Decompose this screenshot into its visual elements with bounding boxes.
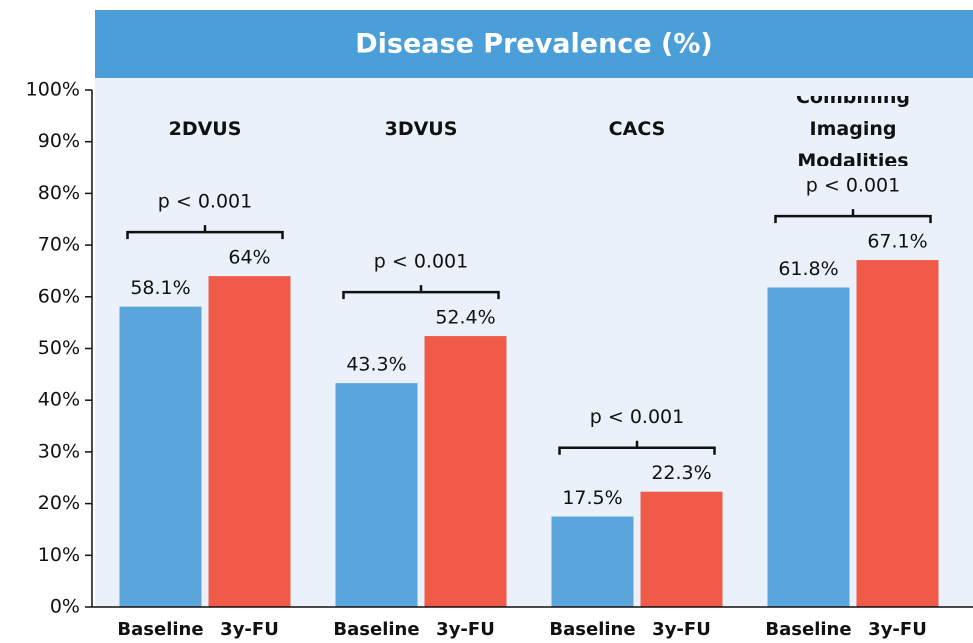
y-tick-label: 0% [50, 596, 80, 618]
y-tick-label: 10% [38, 544, 80, 566]
title-banner [95, 10, 973, 78]
bracket [126, 225, 284, 240]
x-tick-label: 3y-FU [436, 619, 495, 640]
bracket [774, 209, 932, 224]
x-tick-label: Baseline [549, 619, 635, 640]
value-label: 67.1% [867, 231, 927, 253]
category-label-box: 3DVUS [311, 96, 531, 162]
category-label-wrap: 3DVUS [311, 96, 531, 162]
x-tick-label: Baseline [333, 619, 419, 640]
category-label: 2DVUS [168, 118, 242, 140]
bar [424, 336, 507, 607]
chart-title: Disease Prevalence (%) [355, 29, 713, 60]
annotation: p < 0.001 [374, 251, 468, 273]
x-tick-label: Baseline [765, 619, 851, 640]
category-label-box: Combining Imaging Modalities [743, 96, 963, 166]
value-label: 52.4% [435, 307, 495, 329]
value-label: 22.3% [651, 462, 711, 484]
y-tick-label: 20% [38, 492, 80, 514]
y-tick-label: 40% [38, 389, 80, 411]
bar [119, 306, 202, 607]
value-label: 58.1% [130, 277, 190, 299]
annotation: p < 0.001 [590, 406, 684, 428]
value-label: 17.5% [562, 487, 622, 509]
bar [335, 383, 418, 607]
category-label-box: CACS [527, 96, 747, 162]
category-label: Combining Imaging Modalities [795, 96, 911, 166]
bar [856, 260, 939, 607]
category-label: 3DVUS [384, 118, 458, 140]
y-tick-label: 30% [38, 440, 80, 462]
bar [551, 516, 634, 607]
bar [767, 287, 850, 607]
bar [208, 276, 291, 607]
y-tick-label: 50% [38, 337, 80, 359]
bracket [342, 285, 500, 300]
y-tick-label: 60% [38, 285, 80, 307]
category-label-wrap: Combining Imaging Modalities [743, 96, 963, 166]
x-tick-label: 3y-FU [868, 619, 927, 640]
y-tick-label: 80% [38, 182, 80, 204]
value-label: 43.3% [346, 354, 406, 376]
category-label: CACS [608, 118, 666, 140]
x-tick-label: 3y-FU [652, 619, 711, 640]
bracket [558, 440, 716, 455]
y-tick-label: 100% [26, 79, 80, 101]
x-tick-label: 3y-FU [220, 619, 279, 640]
y-tick-label: 70% [38, 234, 80, 256]
annotation: p < 0.001 [806, 175, 900, 197]
x-tick-label: Baseline [117, 619, 203, 640]
annotation: p < 0.001 [158, 191, 252, 213]
value-label: 64% [228, 247, 270, 269]
bar [640, 491, 723, 607]
y-tick-label: 90% [38, 130, 80, 152]
category-label-wrap: 2DVUS [95, 96, 315, 162]
value-label: 61.8% [778, 258, 838, 280]
category-label-wrap: CACS [527, 96, 747, 162]
category-label-box: 2DVUS [95, 96, 315, 162]
